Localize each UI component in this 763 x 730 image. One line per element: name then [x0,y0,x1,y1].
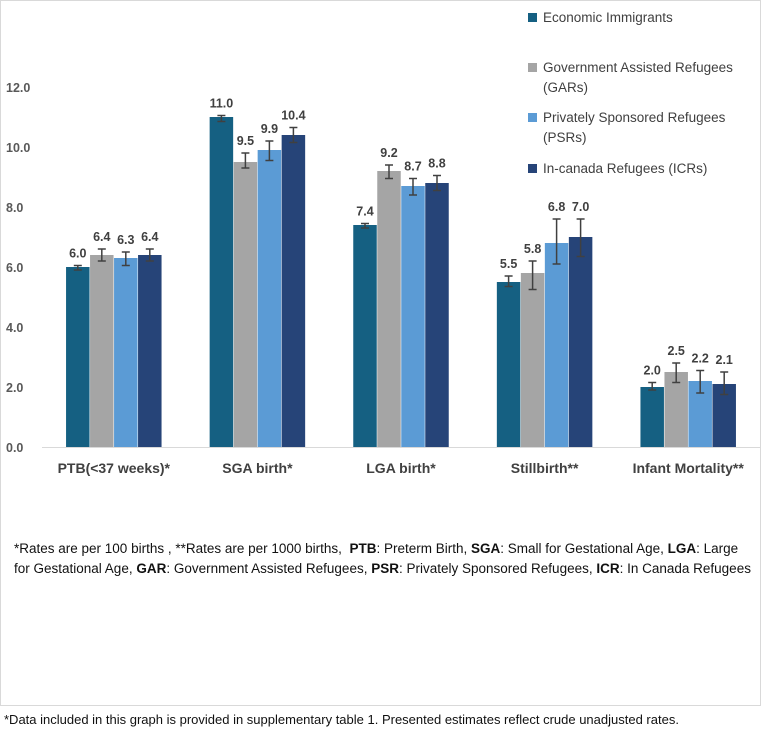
data-label: 5.8 [524,242,541,256]
x-category-label: SGA birth* [222,460,293,476]
bar [90,255,114,447]
y-tick-label: 4.0 [6,321,23,335]
bar [640,387,664,447]
bar-chart: 0.0 2.0 4.0 6.0 8.0 10.0 12.0 6.0 6.4 6.3 6.4 PTB(<… [6,81,760,476]
note-sga: SGA: Small for Gestational Age, [471,541,664,556]
bar [425,183,449,447]
data-label: 6.8 [548,200,565,214]
legend-swatch-gars [528,63,537,72]
legend-swatch-economic-immigrants [528,13,537,22]
data-label: 6.0 [69,247,86,261]
bar [401,186,425,447]
note-psr: PSR: Privately Sponsored Refugees, [371,561,593,576]
data-label: 9.9 [261,122,278,136]
data-label: 7.4 [356,205,373,219]
x-category-label: Infant Mortality** [633,460,745,476]
data-label: 2.0 [644,364,661,378]
y-tick-label: 10.0 [6,141,30,155]
bar [712,384,736,447]
legend-item-economic-immigrants: Economic Immigrants [528,8,755,28]
bar [544,243,569,447]
legend-label-psrs: Privately Sponsored Refugees (PSRs) [543,110,726,145]
bar [257,150,282,447]
y-tick-label: 12.0 [6,81,30,95]
legend-label-gars: Government Assisted Refugees (GARs) [543,60,733,95]
data-label: 8.7 [404,160,421,174]
legend-swatch-psrs [528,113,537,122]
note-gar: GAR: Government Assisted Refugees, [136,561,368,576]
data-label: 9.5 [237,134,254,148]
data-label: 6.4 [93,230,110,244]
bar [281,135,306,447]
data-label: 5.5 [500,257,517,271]
bar [377,171,401,447]
legend-item-gars: Government Assisted Refugees (GARs) [528,58,755,98]
bar [496,282,521,447]
footnote: *Data included in this graph is provided… [4,712,679,727]
bar [66,267,90,447]
data-label: 7.0 [572,200,589,214]
bar [209,117,234,447]
bar [520,273,545,447]
bar [688,381,712,447]
note-lga: LGA: Large for Gestational Age, [14,541,739,576]
data-label: 8.8 [428,157,445,171]
data-label: 9.2 [380,146,397,160]
x-category-label: Stillbirth** [511,460,579,476]
x-category-label: PTB(<37 weeks)* [58,460,171,476]
notes-rates: *Rates are per 100 births , **Rates are … [14,541,342,556]
data-label: 2.1 [716,353,733,367]
data-label: 6.3 [117,233,134,247]
bar [568,237,593,447]
bar [353,225,377,447]
data-label: 11.0 [210,97,234,111]
bar [664,372,688,447]
legend-label-icrs: In-canada Refugees (ICRs) [543,161,708,176]
data-label: 6.4 [141,230,158,244]
legend-item-psrs: Privately Sponsored Refugees (PSRs) [528,108,755,148]
bar [138,255,162,447]
data-label: 2.2 [692,352,709,366]
x-category-label: LGA birth* [366,460,436,476]
note-ptb: PTB: Preterm Birth, [349,541,468,556]
legend-label-economic-immigrants: Economic Immigrants [543,10,673,25]
bar [233,162,258,447]
note-icr: ICR: In Canada Refugees [596,561,751,576]
y-tick-label: 2.0 [6,381,23,395]
legend-swatch-icrs [528,164,537,173]
y-tick-label: 6.0 [6,261,23,275]
bar [114,258,138,447]
data-label: 2.5 [668,344,685,358]
data-label: 10.4 [281,109,305,123]
chart-frame [0,0,761,706]
y-tick-label: 0.0 [6,441,23,455]
legend-item-icrs: In-canada Refugees (ICRs) [528,159,755,179]
chart-notes: *Rates are per 100 births , **Rates are … [14,539,754,579]
y-tick-label: 8.0 [6,201,23,215]
